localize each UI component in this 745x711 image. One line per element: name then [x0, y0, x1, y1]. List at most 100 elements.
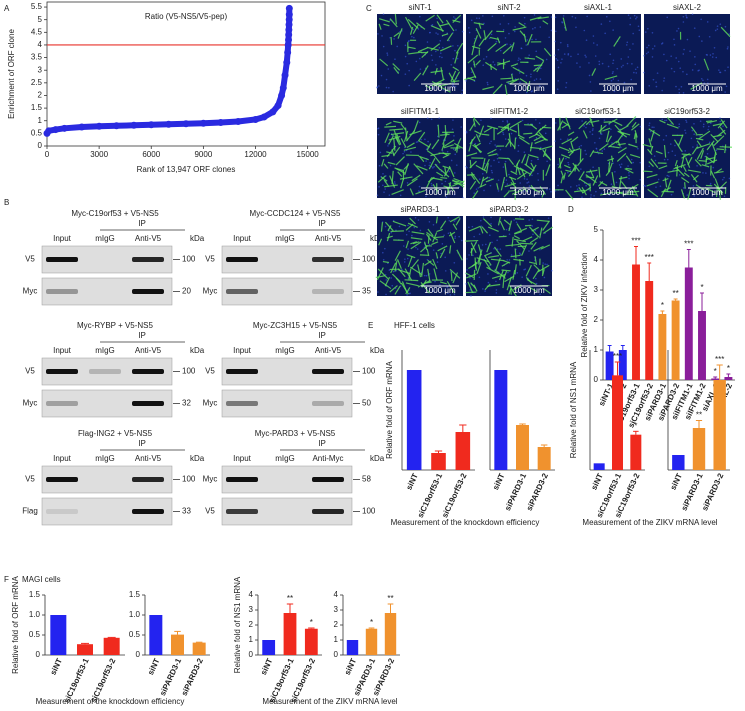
nucleus	[507, 22, 510, 25]
blot-title: Myc-C19orf53 + V5-NS5	[71, 209, 159, 218]
nucleus	[670, 67, 673, 70]
nucleus	[709, 54, 712, 56]
nucleus	[429, 161, 431, 164]
nucleus	[392, 90, 394, 93]
cell	[512, 66, 525, 75]
nucleus	[620, 146, 622, 149]
cell	[561, 154, 570, 159]
nucleus	[416, 140, 419, 143]
cell	[391, 189, 404, 195]
cell	[590, 120, 600, 124]
nucleus	[555, 57, 558, 60]
nucleus	[460, 126, 462, 128]
nucleus	[415, 141, 418, 143]
nucleus	[678, 92, 681, 94]
data-point	[182, 120, 190, 128]
nucleus	[583, 125, 585, 127]
cell	[624, 193, 638, 196]
caption: Measurement of the knockdown efficiency	[36, 697, 185, 706]
nucleus	[546, 160, 548, 163]
y-tick-label: 1	[594, 345, 599, 354]
nucleus	[525, 91, 528, 94]
cell	[419, 156, 425, 163]
nucleus	[491, 15, 494, 18]
nucleus	[412, 28, 415, 31]
data-point	[52, 126, 60, 134]
nucleus	[699, 120, 702, 122]
cell	[389, 285, 398, 293]
bar	[658, 314, 667, 380]
cell	[470, 67, 477, 79]
nucleus	[544, 132, 547, 135]
nucleus	[488, 176, 491, 179]
nucleus	[521, 276, 523, 278]
nucleus	[633, 71, 635, 74]
cell	[528, 133, 538, 139]
band	[312, 257, 344, 262]
cell	[478, 125, 485, 138]
nucleus	[446, 150, 449, 153]
cell	[542, 20, 549, 25]
cell	[673, 163, 686, 170]
nucleus	[663, 80, 665, 82]
nucleus	[497, 179, 500, 181]
nucleus	[531, 38, 533, 41]
nucleus	[487, 281, 490, 284]
nucleus	[549, 188, 551, 190]
nucleus	[431, 59, 434, 61]
cell	[530, 146, 542, 150]
nucleus	[545, 58, 548, 61]
cell	[432, 258, 438, 270]
image-label: siIFITM1-2	[490, 107, 529, 116]
nucleus	[408, 230, 410, 233]
nucleus	[413, 226, 416, 229]
nucleus	[534, 26, 536, 29]
nucleus	[666, 16, 669, 19]
cell	[677, 134, 684, 147]
row-label: V5	[25, 255, 35, 264]
y-tick-label: 1.0	[129, 610, 141, 619]
cell	[681, 152, 690, 159]
data-point	[283, 59, 291, 67]
cell	[685, 157, 691, 168]
cell	[378, 23, 382, 30]
cell	[417, 131, 426, 142]
cell	[631, 121, 637, 128]
nucleus	[612, 62, 614, 65]
nucleus	[528, 185, 531, 187]
cell	[384, 184, 398, 188]
nucleus	[502, 131, 504, 134]
nucleus	[684, 132, 687, 134]
cell	[498, 269, 504, 281]
cell	[439, 169, 450, 178]
cell	[436, 14, 444, 24]
nucleus	[559, 138, 562, 141]
cell	[431, 241, 439, 246]
cell	[396, 133, 402, 145]
data-point	[285, 31, 293, 39]
nucleus	[530, 75, 532, 78]
nucleus	[406, 62, 409, 65]
cell	[533, 264, 541, 272]
significance: **	[287, 594, 293, 603]
cell	[426, 231, 439, 241]
nucleus	[443, 234, 445, 237]
nucleus	[525, 74, 528, 77]
cell	[506, 78, 520, 84]
nucleus	[693, 195, 696, 197]
cell	[633, 133, 637, 140]
cell	[561, 138, 573, 145]
nucleus	[531, 28, 534, 30]
cell	[439, 281, 447, 285]
nucleus	[537, 172, 539, 175]
cell	[523, 33, 527, 43]
nucleus	[408, 69, 410, 72]
nucleus	[694, 56, 696, 58]
cell	[541, 269, 545, 277]
nucleus	[523, 190, 525, 192]
cell	[453, 182, 465, 185]
size-label: 20	[182, 287, 191, 296]
cell	[613, 36, 621, 47]
size-label: 50	[362, 399, 371, 408]
cell	[535, 128, 542, 136]
